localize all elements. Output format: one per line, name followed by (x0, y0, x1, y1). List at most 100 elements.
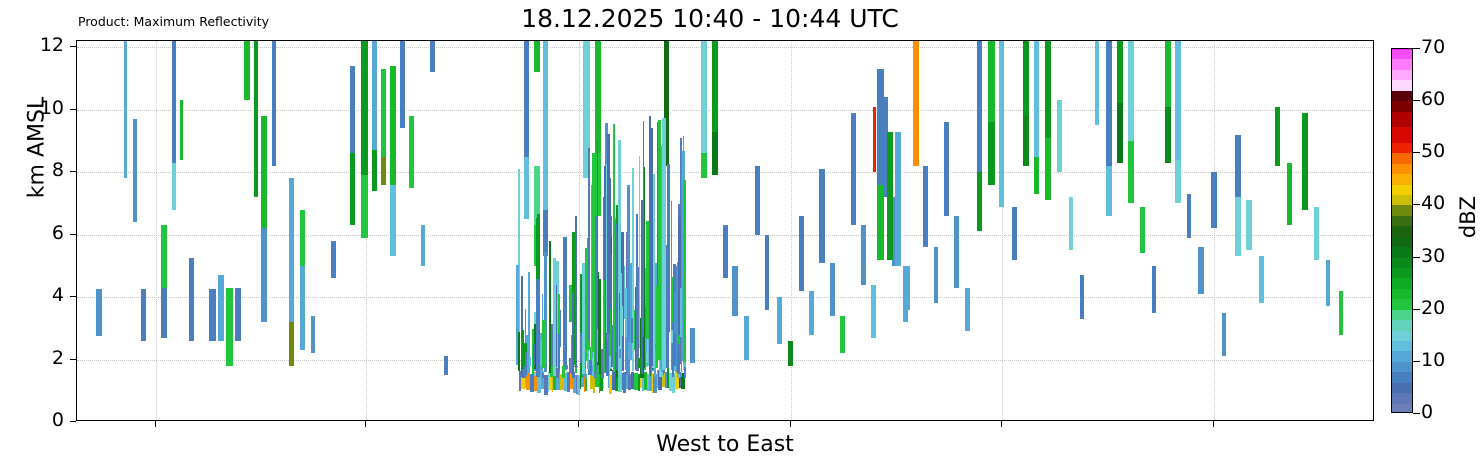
reflectivity-column (642, 121, 645, 337)
reflectivity-column (123, 41, 127, 420)
reflectivity-column (651, 372, 654, 394)
reflectivity-column (585, 373, 587, 391)
reflectivity-column (521, 370, 525, 389)
reflectivity-column (630, 317, 634, 344)
reflectivity-cell (988, 41, 995, 123)
reflectivity-column (1302, 41, 1309, 420)
reflectivity-cell (1186, 194, 1192, 238)
reflectivity-column (631, 371, 634, 389)
colorbar-band (1392, 330, 1412, 341)
reflectivity-cell (912, 41, 919, 166)
reflectivity-column (646, 332, 650, 366)
y-tick-label: 0 (51, 409, 64, 431)
reflectivity-cell (409, 115, 415, 188)
reflectivity-column (610, 254, 613, 350)
y-gridline (77, 172, 1373, 174)
reflectivity-cell (261, 228, 267, 323)
colorbar-tick-label: 0 (1421, 401, 1434, 423)
reflectivity-column (850, 41, 856, 420)
reflectivity-column (679, 372, 683, 378)
reflectivity-column (619, 293, 621, 347)
reflectivity-column (521, 369, 523, 378)
x-axis-label: West to East (656, 432, 794, 457)
reflectivity-column (607, 370, 610, 388)
reflectivity-column (534, 371, 538, 392)
reflectivity-cell (1275, 106, 1281, 166)
reflectivity-cell (444, 356, 449, 376)
reflectivity-cell (871, 284, 876, 338)
reflectivity-column (625, 288, 628, 338)
reflectivity-column (627, 373, 632, 391)
colorbar-band (1392, 153, 1412, 164)
reflectivity-column (860, 41, 867, 420)
reflectivity-column (161, 41, 168, 420)
reflectivity-cell (711, 131, 718, 176)
reflectivity-column (662, 371, 666, 388)
reflectivity-column (912, 41, 919, 420)
reflectivity-column (689, 41, 695, 420)
page-title: 18.12.2025 10:40 - 10:44 UTC (521, 4, 899, 33)
reflectivity-cell (218, 275, 225, 288)
reflectivity-column (209, 41, 216, 420)
reflectivity-column (660, 145, 663, 372)
reflectivity-column (639, 155, 641, 348)
reflectivity-cell (244, 41, 250, 101)
reflectivity-column (171, 41, 176, 420)
y-tick-mark (70, 358, 76, 360)
y-gridline (77, 297, 1373, 299)
reflectivity-cell (400, 41, 405, 129)
colorbar-band (1392, 403, 1412, 412)
reflectivity-column (563, 237, 567, 370)
reflectivity-column (615, 366, 618, 378)
reflectivity-column (650, 306, 652, 374)
y-tick-mark (70, 108, 76, 110)
reflectivity-column (567, 372, 570, 392)
reflectivity-cell (288, 178, 295, 323)
reflectivity-column (944, 41, 950, 420)
reflectivity-column (640, 371, 642, 388)
reflectivity-cell (218, 287, 225, 341)
colorbar-tick-label: 40 (1421, 192, 1446, 215)
reflectivity-cell (140, 289, 146, 341)
reflectivity-cell (253, 41, 259, 198)
reflectivity-column (1116, 41, 1124, 420)
reflectivity-column (548, 372, 553, 390)
reflectivity-column (555, 368, 559, 378)
reflectivity-column (574, 215, 577, 368)
reflectivity-column (988, 41, 995, 420)
reflectivity-cell (1175, 41, 1181, 160)
reflectivity-cell (1151, 265, 1157, 313)
reflectivity-column (636, 357, 641, 369)
colorbar-band (1392, 59, 1412, 70)
reflectivity-column (602, 279, 606, 373)
colorbar-tick-mark (1413, 360, 1420, 362)
colorbar-band (1392, 247, 1412, 258)
reflectivity-column (711, 41, 718, 420)
reflectivity-column (1045, 41, 1052, 420)
colorbar-tick-mark (1413, 48, 1420, 49)
reflectivity-column (132, 41, 138, 420)
reflectivity-cell (798, 215, 804, 291)
reflectivity-column (96, 41, 103, 420)
reflectivity-column (648, 371, 652, 392)
reflectivity-column (540, 370, 545, 390)
reflectivity-column (1033, 41, 1040, 420)
reflectivity-column (532, 329, 534, 376)
reflectivity-column (568, 358, 572, 373)
reflectivity-cell (964, 287, 971, 332)
reflectivity-column (542, 41, 549, 420)
reflectivity-column (583, 372, 586, 393)
reflectivity-cell (542, 41, 549, 210)
reflectivity-column (523, 343, 527, 367)
reflectivity-column (618, 348, 622, 358)
colorbar-band (1392, 101, 1412, 112)
reflectivity-cell (568, 284, 574, 323)
reflectivity-cell (905, 265, 911, 310)
reflectivity-column (764, 41, 770, 420)
reflectivity-column (600, 370, 603, 391)
colorbar-band (1392, 163, 1412, 175)
reflectivity-column (886, 41, 893, 420)
reflectivity-cell (1128, 140, 1135, 204)
reflectivity-column (566, 365, 569, 369)
